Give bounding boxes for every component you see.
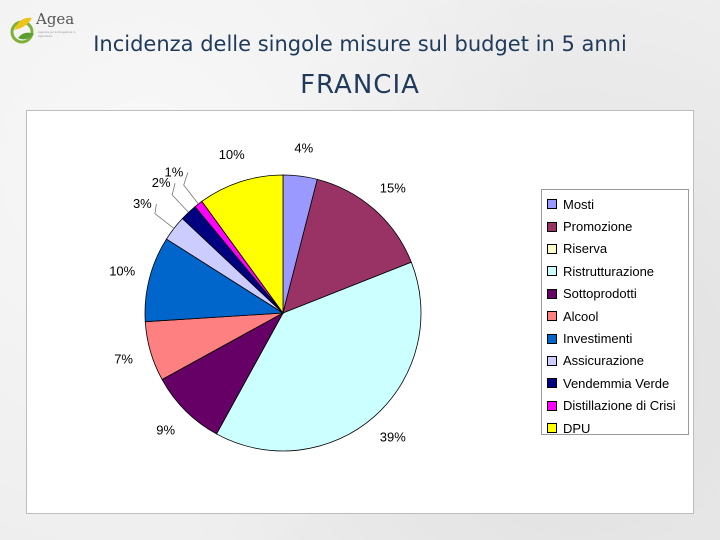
legend-item-riserva: Riserva — [547, 238, 688, 260]
legend-label: DPU — [563, 420, 591, 436]
legend-label: Ristrutturazione — [563, 263, 655, 279]
data-label-promozione: 15% — [380, 180, 406, 195]
data-label-vendemmia-verde: 2% — [152, 175, 171, 190]
data-label-sottoprodotti: 9% — [156, 422, 175, 437]
legend-swatch — [547, 221, 557, 232]
legend-label: Assicurazione — [563, 353, 644, 369]
legend-item-vendemmia-verde: Vendemmia Verde — [547, 372, 688, 394]
legend-item-distillazione-di-crisi: Distillazione di Crisi — [547, 395, 688, 417]
chart-legend: Mosti Promozione Riserva Ristrutturazione So… — [541, 189, 689, 436]
leaf-logo-icon — [10, 17, 34, 44]
pie-slice-ristrutturazione — [215, 261, 422, 452]
legend-label: Vendemmia Verde — [563, 375, 670, 391]
leader-line-distillazione-di-crisi — [183, 172, 199, 205]
page-title: Incidenza delle singole misure sul budge… — [93, 32, 627, 56]
leader-line-assicurazione — [154, 203, 175, 229]
brand-tagline: Agenzia per le Erogazioni in Agricoltura — [38, 30, 76, 38]
legend-label: Alcool — [563, 308, 599, 324]
chart-frame: 4% 15% 39% 9% 7% 10% 3% 2% 1% 10% Mosti Promozione… — [26, 110, 694, 514]
legend-item-promozione: Promozione — [547, 215, 688, 237]
data-label-alcool: 7% — [114, 351, 133, 366]
pie-slice-investimenti — [144, 238, 285, 323]
legend-label: Distillazione di Crisi — [563, 398, 676, 414]
legend-swatch — [547, 288, 557, 299]
legend-item-ristrutturazione: Ristrutturazione — [547, 260, 688, 282]
pie-chart: 4% 15% 39% 9% 7% 10% 3%2%1% 10% — [109, 140, 422, 452]
legend-swatch — [547, 311, 557, 322]
data-label-mosti: 4% — [294, 140, 313, 155]
legend-swatch — [547, 243, 557, 254]
legend-label: Riserva — [563, 241, 608, 257]
legend-label: Mosti — [563, 196, 595, 212]
legend-label: Investimenti — [563, 331, 633, 347]
page-subtitle: FRANCIA — [300, 70, 420, 100]
legend-item-dpu: DPU — [547, 417, 688, 439]
legend-label: Sottoprodotti — [563, 286, 637, 302]
pie-slice-promozione — [282, 178, 412, 314]
legend-label: Promozione — [563, 219, 633, 235]
agea-logo: Agea Agenzia per le Erogazioni in Agrico… — [8, 8, 88, 54]
data-label-dpu: 10% — [219, 147, 245, 162]
legend-item-mosti: Mosti — [547, 193, 688, 215]
legend-swatch — [547, 423, 557, 434]
legend-swatch — [547, 378, 557, 389]
data-label-investimenti: 10% — [109, 264, 135, 279]
legend-swatch — [547, 266, 557, 277]
legend-swatch — [547, 355, 557, 366]
legend-item-investimenti: Investimenti — [547, 327, 688, 349]
legend-item-alcool: Alcool — [547, 305, 688, 327]
legend-swatch — [547, 333, 557, 344]
leader-line-vendemmia-verde — [171, 183, 189, 213]
legend-item-assicurazione: Assicurazione — [547, 350, 688, 372]
legend-swatch — [547, 400, 557, 411]
legend-swatch — [547, 199, 557, 210]
data-label-ristrutturazione: 39% — [380, 430, 406, 445]
data-label-distillazione-di-crisi: 1% — [165, 164, 184, 179]
legend-item-sottoprodotti: Sottoprodotti — [547, 283, 688, 305]
pie-slice-dpu — [201, 174, 284, 315]
data-label-assicurazione: 3% — [133, 196, 152, 211]
brand-name: Agea — [36, 10, 75, 28]
